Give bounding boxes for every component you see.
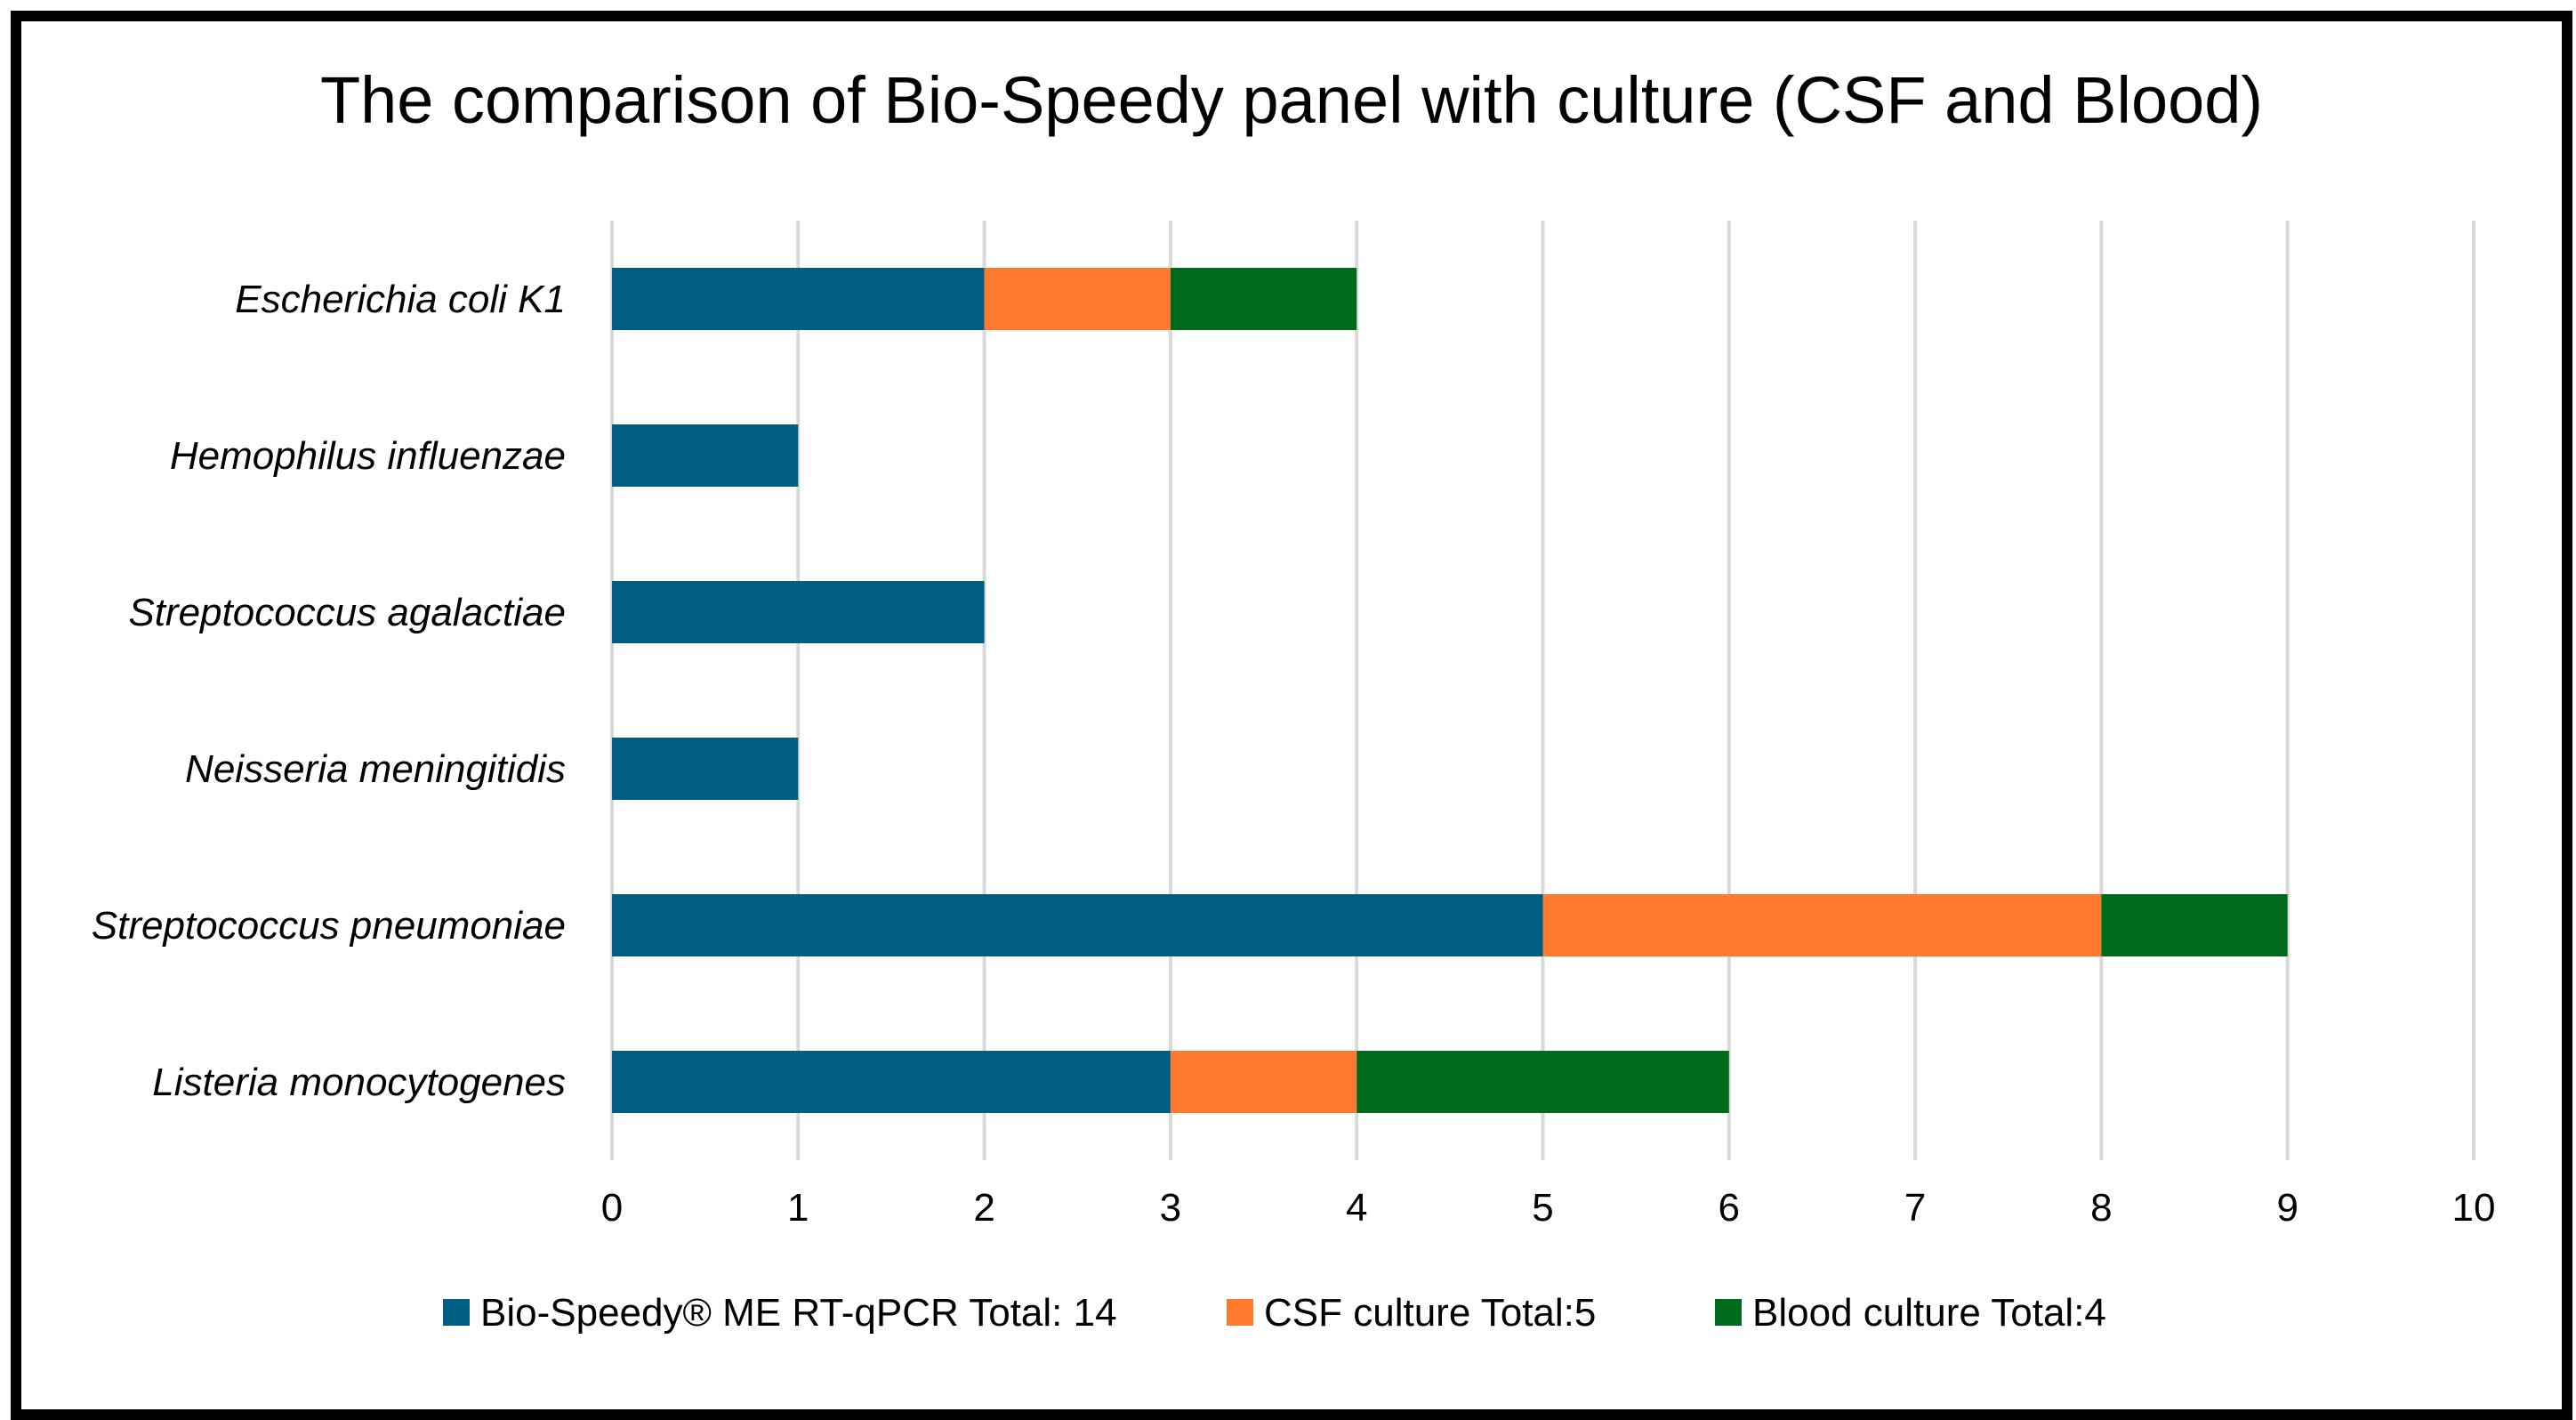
- legend-swatch-3: [1715, 1299, 1742, 1326]
- bar-listeria-monocytogenes-series-3: [1356, 1051, 1729, 1113]
- x-tick-label-3: 3: [1160, 1186, 1181, 1230]
- category-label-neisseria-meningitidis: Neisseria meningitidis: [185, 747, 566, 791]
- legend-label-3: Blood culture Total:4: [1752, 1291, 2106, 1335]
- x-tick-label-1: 1: [787, 1186, 809, 1230]
- x-tick-label-0: 0: [601, 1186, 623, 1230]
- bar-escherichia-coli-k1-series-1: [612, 268, 985, 330]
- category-label-streptococcus-agalactiae: Streptococcus agalactiae: [128, 591, 566, 634]
- bar-escherichia-coli-k1-series-3: [1170, 268, 1357, 330]
- x-tick-label-6: 6: [1719, 1186, 1740, 1230]
- legend-swatch-1: [443, 1299, 470, 1326]
- category-label-hemophilus-influenzae: Hemophilus influenzae: [170, 434, 566, 478]
- bar-streptococcus-pneumoniae-series-3: [2101, 894, 2288, 956]
- x-tick-label-8: 8: [2090, 1186, 2112, 1230]
- x-tick-label-2: 2: [973, 1186, 994, 1230]
- legend: Bio-Speedy® ME RT-qPCR Total: 14 CSF cult…: [443, 1291, 2106, 1335]
- legend-label-1: Bio-Speedy® ME RT-qPCR Total: 14: [480, 1291, 1117, 1335]
- x-tick-label-10: 10: [2452, 1186, 2496, 1230]
- category-label-streptococcus-pneumoniae: Streptococcus pneumoniae: [92, 904, 566, 948]
- bar-listeria-monocytogenes-series-1: [612, 1051, 1171, 1113]
- chart-title: The comparison of Bio-Speedy panel with …: [320, 63, 2263, 137]
- category-label-listeria-monocytogenes: Listeria monocytogenes: [152, 1061, 566, 1104]
- x-axis-tick-labels: 0 1 2 3 4 5 6 7 8 9 10: [601, 1186, 2496, 1230]
- legend-swatch-2: [1227, 1299, 1253, 1326]
- bar-streptococcus-pneumoniae-series-2: [1542, 894, 2102, 956]
- bar-escherichia-coli-k1-series-2: [984, 268, 1171, 330]
- bars: [612, 268, 2288, 1113]
- category-labels: Escherichia coli K1 Hemophilus influenzae…: [92, 278, 566, 1104]
- chart-frame: The comparison of Bio-Speedy panel with …: [11, 11, 2572, 1420]
- bar-hemophilus-influenzae-series-1: [612, 424, 799, 487]
- bar-neisseria-meningitidis-series-1: [612, 738, 799, 800]
- bar-streptococcus-agalactiae-series-1: [612, 581, 985, 643]
- x-tick-label-5: 5: [1532, 1186, 1553, 1230]
- x-tick-label-9: 9: [2276, 1186, 2298, 1230]
- bar-listeria-monocytogenes-series-2: [1170, 1051, 1357, 1113]
- chart: The comparison of Bio-Speedy panel with …: [92, 63, 2496, 1335]
- x-tick-label-4: 4: [1346, 1186, 1367, 1230]
- legend-label-2: CSF culture Total:5: [1264, 1291, 1596, 1335]
- gridlines: [610, 221, 2475, 1160]
- bar-streptococcus-pneumoniae-series-1: [612, 894, 1543, 956]
- x-tick-label-7: 7: [1904, 1186, 1926, 1230]
- category-label-escherichia-coli-k1: Escherichia coli K1: [235, 278, 566, 321]
